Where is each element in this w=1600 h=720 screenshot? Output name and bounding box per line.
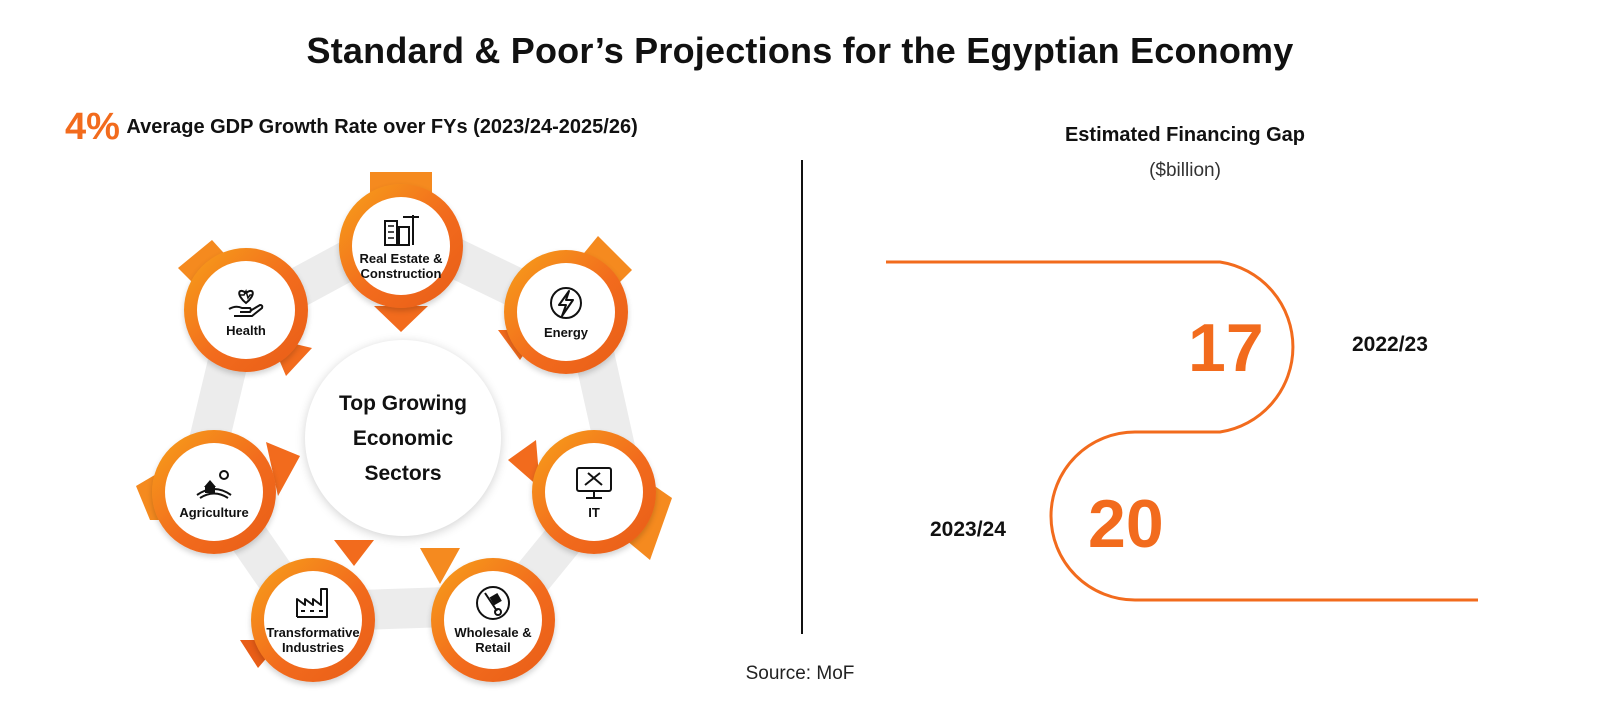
sector-wholesale-retail: Wholesale & Retail [431, 558, 555, 682]
hand-heart-icon [228, 288, 264, 317]
center-label: Top Growing Economic Sectors [339, 391, 467, 485]
sector-agriculture: Agriculture [152, 430, 276, 554]
sector-label: Energy [543, 324, 589, 340]
financing-gap-value-2: 20 [1088, 486, 1164, 562]
sector-energy: Energy [504, 250, 628, 374]
gdp-growth-label: Average GDP Growth Rate over FYs (2023/2… [126, 116, 638, 138]
hand-truck-icon [476, 586, 510, 620]
sector-label: Transformative Industries [266, 625, 360, 655]
sector-label: Real Estate & Construction [359, 251, 443, 281]
sector-transformative-industries: Transformative Industries [251, 558, 375, 682]
farm-icon [196, 469, 232, 499]
sector-it: IT [532, 430, 656, 554]
financing-gap-year-1: 2022/23 [1352, 333, 1428, 356]
financing-gap-unit: ($billion) [1149, 160, 1221, 181]
financing-gap-value-1: 17 [1188, 310, 1264, 386]
gdp-growth-headline: 4% Average GDP Growth Rate over FYs (202… [65, 106, 638, 149]
computer-tools-icon [576, 466, 612, 499]
financing-gap-title: Estimated Financing Gap [1064, 124, 1306, 146]
lightning-icon [550, 286, 582, 319]
source-note: Source: MoF [745, 663, 855, 684]
financing-gap-year-2: 2023/24 [930, 518, 1006, 541]
sector-health: Health [184, 248, 308, 372]
sector-real-estate: Real Estate & Construction [339, 184, 463, 308]
sector-label: Wholesale & Retail [454, 625, 532, 655]
sector-label: IT [588, 504, 600, 520]
factory-icon [296, 588, 328, 618]
buildings-crane-icon [384, 215, 419, 246]
sector-label: Agriculture [179, 504, 249, 520]
gdp-growth-value: 4% [65, 106, 120, 148]
sector-label: Health [226, 322, 266, 338]
center-circle: Top Growing Economic Sectors [305, 340, 501, 536]
infographic-title: Standard & Poor’s Projections for the Eg… [306, 30, 1294, 71]
panel-divider [801, 160, 803, 634]
